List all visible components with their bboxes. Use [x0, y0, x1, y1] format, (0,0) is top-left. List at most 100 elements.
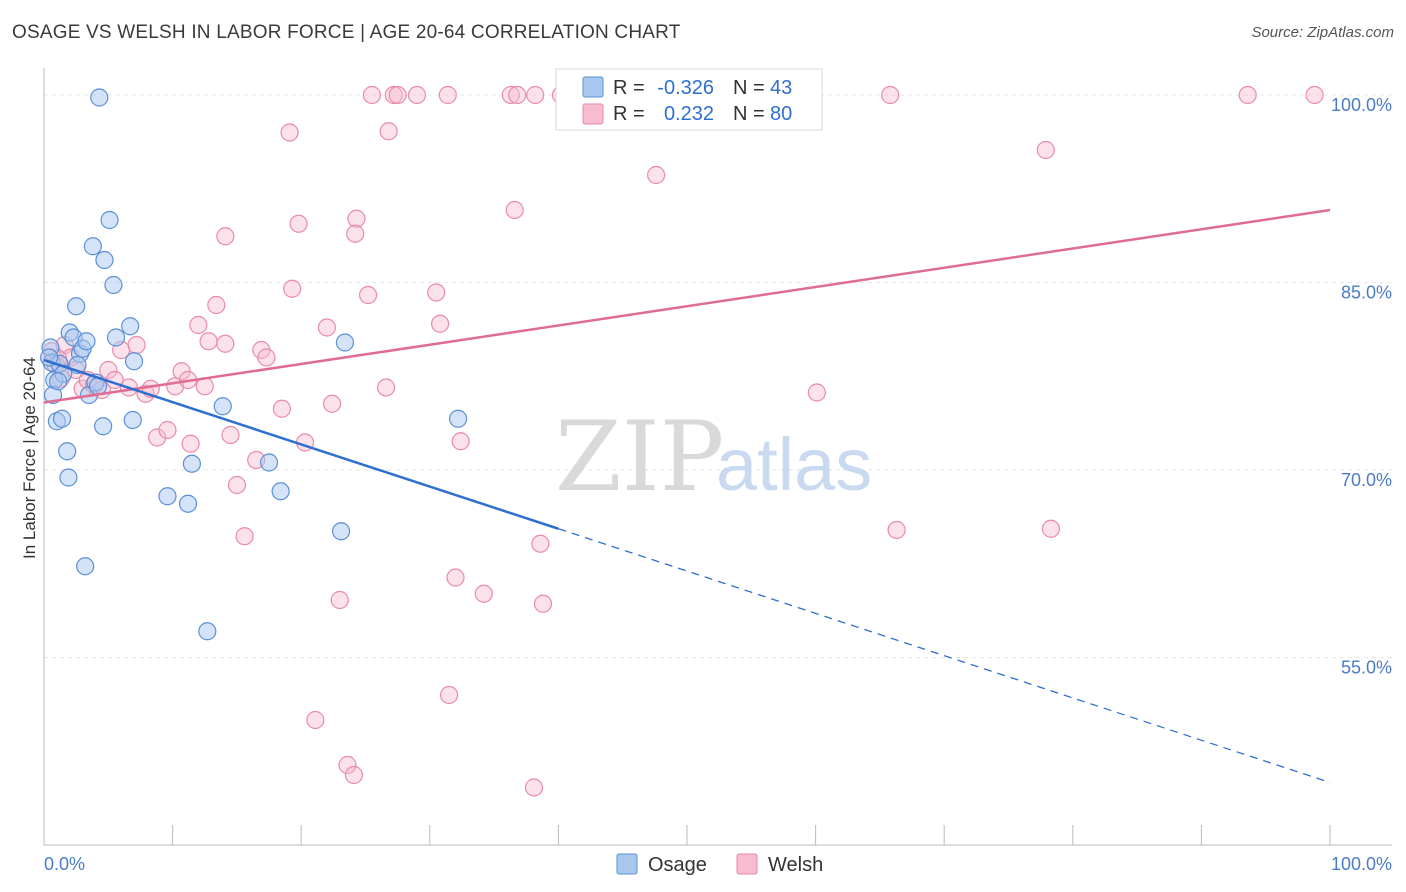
source-label: Source: ZipAtlas.com [1251, 24, 1394, 41]
welsh-point-31 [235, 527, 254, 546]
welsh-point-76 [1041, 519, 1061, 538]
osage-point-24 [106, 328, 126, 347]
welsh-point-60 [451, 432, 470, 451]
welsh-point-74 [887, 520, 906, 540]
osage-point-36 [331, 522, 351, 541]
y-tick-label-0: 55.0% [1341, 658, 1392, 678]
osage-point-28 [76, 557, 95, 576]
watermark-zip: ZIP [555, 401, 724, 513]
x-tick-label-1: 100.0% [1331, 854, 1392, 874]
osage-point-42 [40, 348, 59, 367]
y-tick-label-1: 70.0% [1341, 470, 1392, 490]
y-tick-label-3: 100.0% [1331, 95, 1392, 115]
welsh-point-58 [439, 685, 459, 705]
osage-point-20 [83, 237, 102, 256]
series-legend-welsh-swatch [736, 853, 758, 875]
y-axis-label: In Labor Force | Age 20-64 [20, 357, 39, 559]
welsh-trend-line [43, 208, 1331, 404]
legend-welsh-r-label: R = [613, 103, 645, 125]
welsh-point-49 [362, 85, 382, 105]
welsh-point-75 [1036, 140, 1055, 160]
watermark: ZIP atlas [555, 401, 872, 513]
welsh-point-72 [807, 383, 826, 402]
osage-point-19 [94, 417, 113, 436]
y-tick-labels: 55.0% 70.0% 85.0% 100.0% [1331, 95, 1392, 678]
welsh-point-36 [280, 123, 299, 142]
osage-point-41 [49, 372, 68, 391]
welsh-point-34 [257, 348, 276, 367]
welsh-point-64 [508, 85, 527, 105]
welsh-point-67 [533, 594, 553, 613]
osage-point-21 [95, 250, 114, 270]
welsh-point-66 [531, 534, 550, 553]
osage-point-25 [121, 317, 140, 336]
osage-point-31 [182, 454, 201, 473]
osage-point-14 [77, 332, 96, 351]
welsh-point-45 [346, 224, 365, 243]
welsh-point-27 [216, 334, 235, 353]
osage-point-22 [100, 210, 119, 230]
welsh-point-52 [384, 85, 403, 105]
legend-welsh-n-value: 80 [770, 103, 792, 125]
chart-title: OSAGE VS WELSH IN LABOR FORCE | AGE 20-6… [12, 22, 681, 43]
legend-welsh-n-label: N = [733, 103, 765, 125]
series-legend-osage-swatch [616, 853, 638, 875]
welsh-point-30 [227, 475, 246, 495]
welsh-point-38 [289, 214, 308, 233]
welsh-point-53 [388, 85, 407, 105]
welsh-point-10 [99, 360, 118, 380]
welsh-point-78 [1305, 85, 1324, 105]
y-tick-label-2: 85.0% [1341, 283, 1392, 303]
trend-lines [43, 208, 1331, 784]
grid-lines [44, 94, 1392, 658]
legend: R = -0.326 N = 43 R = 0.232 N = 80 [555, 68, 823, 131]
welsh-point-73 [881, 85, 900, 105]
series-legend-osage-label: Osage [648, 854, 707, 876]
osage-trend-line-solid [43, 358, 559, 530]
osage-point-34 [259, 453, 279, 472]
series-legend-welsh-label: Welsh [768, 854, 823, 876]
osage-point-27 [123, 410, 142, 430]
welsh-point-41 [317, 318, 337, 337]
welsh-point-62 [501, 85, 520, 105]
osage-point-35 [271, 482, 290, 501]
welsh-point-26 [207, 295, 226, 315]
welsh-point-55 [427, 283, 446, 302]
welsh-point-42 [322, 394, 342, 413]
osage-point-8 [52, 409, 72, 428]
welsh-point-77 [1238, 85, 1257, 105]
osage-point-23 [104, 275, 123, 295]
osage-trend-line-dashed [558, 528, 1331, 784]
welsh-point-37 [283, 279, 302, 298]
welsh-point-48 [344, 765, 364, 785]
osage-point-29 [158, 487, 177, 506]
osage-point-26 [124, 352, 144, 371]
osage-point-32 [213, 397, 232, 416]
welsh-point-14 [127, 335, 146, 355]
osage-point-38 [448, 409, 468, 428]
legend-welsh-r-value: 0.232 [664, 103, 714, 125]
legend-osage-n-label: N = [733, 77, 765, 99]
welsh-point-46 [358, 285, 378, 305]
osage-point-0 [90, 88, 109, 107]
series-legend: Osage Welsh [616, 853, 823, 876]
welsh-point-23 [189, 315, 208, 335]
legend-osage-swatch [582, 76, 604, 98]
osage-point-30 [178, 494, 198, 513]
legend-osage-n-value: 43 [770, 77, 792, 99]
welsh-point-59 [446, 568, 465, 587]
osage-point-37 [335, 333, 355, 352]
welsh-point-18 [158, 420, 177, 440]
welsh-point-51 [379, 122, 398, 141]
x-tick-labels: 0.0% 100.0% [44, 854, 1392, 874]
osage-point-16 [59, 468, 78, 487]
welsh-point-54 [407, 85, 427, 105]
welsh-point-44 [347, 209, 366, 228]
welsh-point-29 [216, 227, 235, 246]
legend-welsh-swatch [582, 103, 604, 125]
welsh-point-63 [505, 200, 524, 220]
welsh-point-22 [181, 434, 200, 453]
welsh-point-61 [474, 584, 493, 603]
legend-osage-r-value: -0.326 [657, 77, 714, 99]
welsh-point-43 [330, 590, 349, 610]
